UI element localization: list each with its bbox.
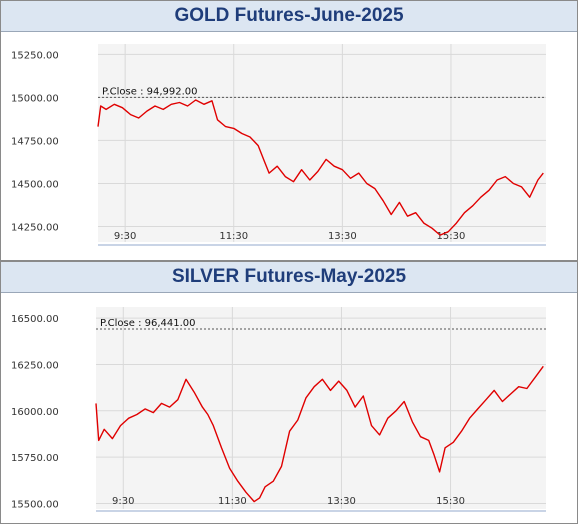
x-tick-label: 11:30: [218, 496, 247, 507]
x-tick-label: 9:30: [114, 231, 136, 242]
plot-area: [96, 307, 546, 509]
y-tick-label: 16000.00: [11, 407, 59, 418]
x-tick-label: 9:30: [112, 496, 134, 507]
plot-area: [98, 44, 546, 242]
y-tick-label: 16250.00: [11, 360, 59, 371]
y-tick-label: 15500.00: [11, 499, 59, 510]
y-tick-label: 16500.00: [11, 314, 59, 325]
x-tick-label: 15:30: [437, 231, 466, 242]
y-tick-label: 14500.00: [11, 179, 59, 190]
x-tick-label: 13:30: [327, 496, 356, 507]
gold-chart-title: GOLD Futures-June-2025: [174, 5, 404, 26]
silver-chart-panel: SILVER Futures-May-2025 16500.00 16250.00…: [0, 261, 578, 524]
y-tick-label: 15250.00: [11, 50, 59, 61]
price-series-line: [97, 99, 544, 236]
price-series-line: [95, 365, 544, 503]
gold-chart-panel: GOLD Futures-June-2025 15250.00 15000.00 1…: [0, 0, 578, 261]
y-tick-label: 14250.00: [11, 223, 59, 234]
silver-title-bar: SILVER Futures-May-2025: [1, 262, 577, 293]
x-tick-label: 11:30: [219, 231, 248, 242]
y-tick-label: 15750.00: [11, 453, 59, 464]
x-tick-label: 15:30: [436, 496, 465, 507]
y-tick-label: 14750.00: [11, 136, 59, 147]
x-tick-label: 13:30: [328, 231, 357, 242]
silver-line-chart: 16500.00 16250.00 16000.00 15750.00 15500.00…: [11, 307, 546, 512]
prev-close-label: P.Close : 94,992.00: [102, 86, 198, 97]
y-tick-label: 15000.00: [11, 93, 59, 104]
gold-line-chart: 15250.00 15000.00 14750.00 14500.00 14250.00…: [11, 44, 546, 246]
gold-title-bar: GOLD Futures-June-2025: [1, 1, 577, 32]
silver-chart-title: SILVER Futures-May-2025: [171, 266, 407, 287]
prev-close-label: P.Close : 96,441.00: [100, 318, 196, 329]
